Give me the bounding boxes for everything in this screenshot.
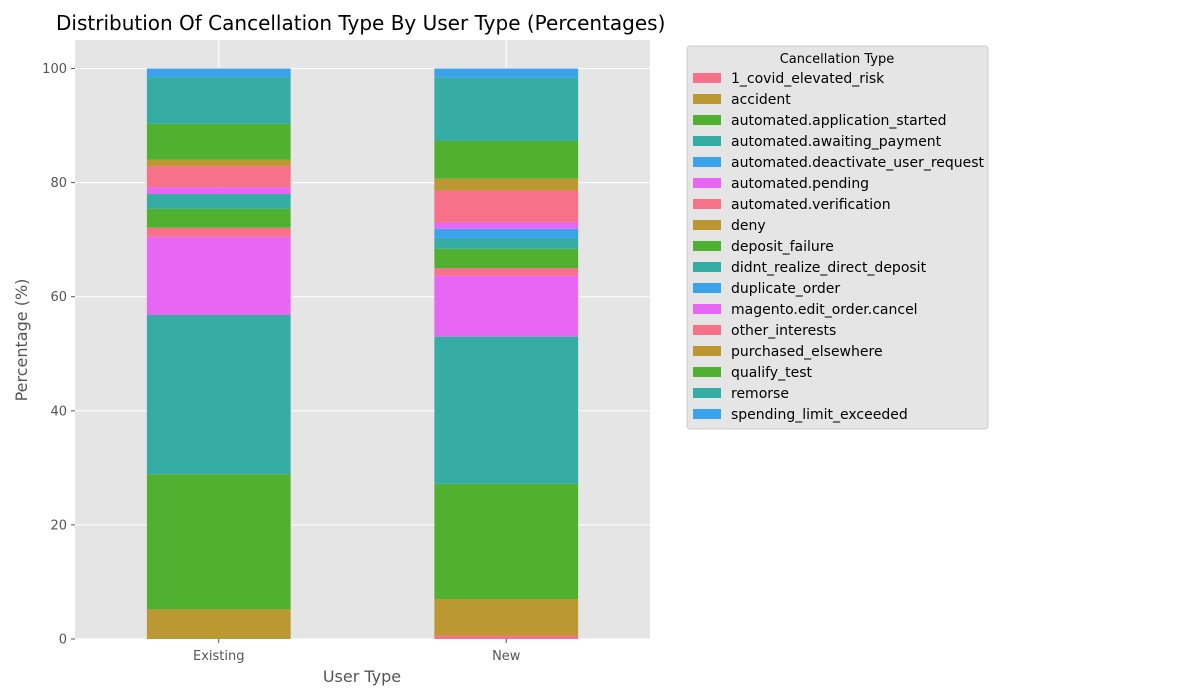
legend-swatch: [693, 73, 721, 83]
x-axis-label: User Type: [323, 667, 401, 686]
legend-swatch: [693, 262, 721, 272]
legend-label: 1_covid_elevated_risk: [731, 71, 885, 87]
legend-swatch: [693, 199, 721, 209]
bar-segment-existing-automated-awaiting-payment: [146, 314, 291, 475]
bar-segment-existing-spending-limit-exceeded: [146, 68, 291, 78]
legend-label: automated.verification: [731, 197, 891, 213]
y-tick-label: 60: [50, 290, 67, 305]
y-tick-label: 80: [50, 176, 67, 191]
legend-swatch: [693, 346, 721, 356]
legend-swatch: [693, 94, 721, 104]
bar-segment-new-automated-awaiting-payment: [434, 336, 579, 484]
bar-segment-existing-automated-verification: [146, 227, 291, 237]
x-tick-label: Existing: [193, 649, 245, 664]
bar-segment-existing-remorse: [146, 77, 291, 124]
legend-label: duplicate_order: [731, 281, 840, 297]
legend-label: automated.awaiting_payment: [731, 134, 942, 150]
legend-label: accident: [731, 92, 791, 108]
legend-swatch: [693, 157, 721, 167]
legend-swatch: [693, 388, 721, 398]
bar-segment-new-deposit-failure: [434, 248, 579, 269]
bar-segment-existing-purchased-elsewhere: [146, 159, 291, 167]
y-tick-label: 20: [50, 518, 67, 533]
y-axis-label: Percentage (%): [12, 279, 31, 402]
bar-segment-new-automated-pending: [434, 275, 579, 337]
bar-segment-new-qualify-test: [434, 140, 579, 179]
y-tick-label: 100: [42, 62, 67, 77]
bar-segment-existing-deposit-failure: [146, 208, 291, 228]
bar-segment-new-remorse: [434, 77, 579, 141]
bar-segment-new-automated-application-started: [434, 483, 579, 600]
y-tick-label: 40: [50, 404, 67, 419]
bar-segment-existing-automated-application-started: [146, 474, 291, 610]
legend-label: automated.pending: [731, 176, 869, 192]
legend: Cancellation Type 1_covid_elevated_riska…: [686, 45, 989, 430]
legend-swatch: [693, 178, 721, 188]
bar-segment-new-magento-edit-order-cancel: [434, 222, 579, 229]
bar-segment-new-accident: [434, 599, 579, 636]
chart-title: Distribution Of Cancellation Type By Use…: [56, 11, 665, 35]
legend-swatch: [693, 304, 721, 314]
bar-segment-new-purchased-elsewhere: [434, 178, 579, 191]
legend-label: remorse: [731, 386, 789, 402]
legend-label: other_interests: [731, 323, 836, 339]
y-axis-ticks: 0 20 40 60 80 100: [42, 62, 75, 648]
legend-label: spending_limit_exceeded: [731, 407, 908, 423]
legend-swatch: [693, 136, 721, 146]
legend-swatch: [693, 367, 721, 377]
bar-segment-new-duplicate-order: [434, 228, 579, 238]
bar-segment-existing-automated-pending: [146, 236, 291, 315]
legend-swatch: [693, 220, 721, 230]
legend-swatch: [693, 115, 721, 125]
bar-segment-existing-magento-edit-order-cancel: [146, 187, 291, 195]
legend-label: deposit_failure: [731, 239, 834, 255]
bar-segment-new-spending-limit-exceeded: [434, 68, 579, 78]
bar-segment-existing-didnt-realize-direct-deposit: [146, 194, 291, 209]
legend-label: purchased_elsewhere: [731, 344, 883, 360]
legend-label: didnt_realize_direct_deposit: [731, 260, 927, 276]
legend-label: magento.edit_order.cancel: [731, 302, 918, 318]
x-tick-label: New: [492, 649, 521, 664]
x-axis-ticks: Existing New: [193, 639, 521, 664]
legend-box: [686, 45, 989, 430]
bar-segment-existing-qualify-test: [146, 123, 291, 160]
legend-swatch: [693, 325, 721, 335]
bar-segment-existing-other-interests: [146, 166, 291, 188]
legend-label: deny: [731, 218, 766, 234]
legend-title: Cancellation Type: [780, 52, 895, 67]
bar-segment-existing-accident: [146, 609, 291, 639]
bar-segment-new-1-covid-elevated-risk: [434, 635, 579, 639]
legend-swatch: [693, 241, 721, 251]
legend-label: qualify_test: [731, 365, 812, 381]
bar-segment-new-automated-verification: [434, 268, 579, 276]
legend-label: automated.deactivate_user_request: [731, 155, 985, 171]
legend-label: automated.application_started: [731, 113, 947, 129]
legend-swatch: [693, 283, 721, 293]
y-tick-label: 0: [59, 633, 67, 648]
bars: [146, 68, 579, 639]
bar-segment-new-didnt-realize-direct-deposit: [434, 237, 579, 249]
legend-swatch: [693, 409, 721, 419]
bar-segment-new-other-interests: [434, 190, 579, 223]
